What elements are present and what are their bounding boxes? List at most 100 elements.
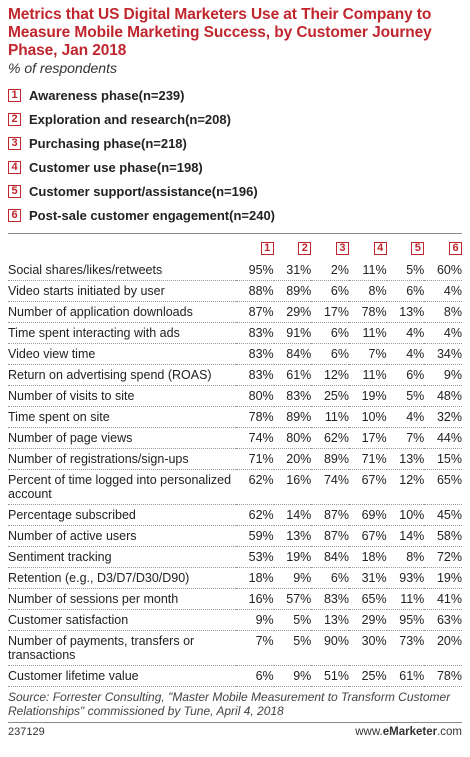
legend-sample-size: (n=218) (140, 135, 187, 151)
brand-logo: www.eMarketer.com (355, 726, 462, 738)
table-cell-value: 65% (348, 588, 387, 610)
legend-label: Exploration and research (29, 111, 186, 127)
table-cell-value: 6% (311, 567, 349, 589)
table-cell-value: 90% (311, 630, 349, 666)
row-label: Retention (e.g., D3/D7/D30/D90) (8, 567, 236, 589)
table-row: Time spent on site 78% 89% 11% 10% 4% 32% (8, 406, 462, 428)
table-cell-value: 51% (311, 665, 349, 687)
legend-item: 3 Purchasing phase (n=218) (8, 131, 462, 155)
table-cell-value: 13% (273, 525, 312, 547)
table-cell-value: 62% (311, 427, 349, 449)
column-header: 5 (387, 234, 425, 260)
legend-number-badge: 4 (8, 160, 21, 174)
table-cell-value: 87% (311, 504, 349, 526)
table-cell-value: 4% (424, 322, 462, 344)
table-cell-value: 34% (424, 343, 462, 365)
table-cell-value: 80% (273, 427, 312, 449)
table-cell-value: 19% (273, 546, 312, 568)
row-label: Number of active users (8, 525, 236, 547)
column-header: 4 (349, 234, 387, 260)
table-cell-value: 67% (348, 525, 387, 547)
table-cell-value: 60% (424, 260, 462, 281)
table-cell-value: 57% (273, 588, 312, 610)
legend-number-badge: 1 (8, 88, 21, 102)
table-cell-value: 7% (348, 343, 387, 365)
table-cell-value: 73% (386, 630, 425, 666)
table-cell-value: 95% (236, 260, 274, 281)
table-cell-value: 61% (273, 364, 312, 386)
chart-title: Metrics that US Digital Marketers Use at… (8, 6, 432, 59)
brand-prefix: www. (355, 726, 383, 738)
table-cell-value: 4% (386, 343, 425, 365)
row-label: Customer satisfaction (8, 609, 236, 631)
row-label: Return on advertising spend (ROAS) (8, 364, 236, 386)
table-cell-value: 59% (236, 525, 274, 547)
table-cell-value: 48% (424, 385, 462, 407)
table-cell-value: 20% (273, 448, 312, 470)
table-cell-value: 74% (236, 427, 274, 449)
table-cell-value: 62% (236, 469, 274, 505)
column-header: 2 (274, 234, 312, 260)
table-row: Number of visits to site 80% 83% 25% 19% 5% 48… (8, 385, 462, 407)
table-cell-value: 83% (236, 343, 274, 365)
table-cell-value: 71% (348, 448, 387, 470)
table-cell-value: 95% (386, 609, 425, 631)
table-cell-value: 6% (386, 280, 425, 302)
table-cell-value: 84% (273, 343, 312, 365)
table-cell-value: 12% (311, 364, 349, 386)
table-header-blank (8, 234, 236, 260)
legend-item: 6 Post-sale customer engagement (n=240) (8, 203, 462, 227)
table-cell-value: 6% (311, 280, 349, 302)
table-cell-value: 2% (311, 260, 349, 281)
table-cell-value: 63% (424, 609, 462, 631)
legend-sample-size: (n=239) (138, 87, 185, 103)
row-label: Sentiment tracking (8, 546, 236, 568)
table-cell-value: 4% (386, 322, 425, 344)
legend-label: Awareness phase (29, 87, 139, 103)
legend-number-badge: 2 (8, 112, 21, 126)
table-row: Percent of time logged into personalized… (8, 469, 462, 505)
row-label: Time spent on site (8, 406, 236, 428)
table-cell-value: 25% (348, 665, 387, 687)
table-cell-value: 25% (311, 385, 349, 407)
table-row: Sentiment tracking 53% 19% 84% 18% 8% 72% (8, 546, 462, 568)
table-cell-value: 15% (424, 448, 462, 470)
legend-sample-size: (n=196) (211, 183, 258, 199)
table-cell-value: 7% (236, 630, 274, 666)
table-cell-value: 41% (424, 588, 462, 610)
row-label: Number of sessions per month (8, 588, 236, 610)
legend-sample-size: (n=198) (156, 159, 203, 175)
legend-sample-size: (n=208) (185, 111, 231, 127)
legend-item: 4 Customer use phase (n=198) (8, 155, 462, 179)
table-cell-value: 5% (386, 385, 425, 407)
table-row: Number of active users 59% 13% 87% 67% 14% 58% (8, 525, 462, 547)
table-cell-value: 62% (236, 504, 274, 526)
table-row: Time spent interacting with ads 83% 91% 6% 1… (8, 322, 462, 344)
table-cell-value: 31% (273, 260, 312, 281)
table-cell-value: 13% (311, 609, 349, 631)
table-cell-value: 17% (348, 427, 387, 449)
table-row: Retention (e.g., D3/D7/D30/D90) 18% 9% 6% 31… (8, 567, 462, 589)
table-cell-value: 10% (348, 406, 387, 428)
chart-id: 237129 (8, 726, 45, 738)
table-cell-value: 16% (236, 588, 274, 610)
row-label: Percentage subscribed (8, 504, 236, 526)
table-cell-value: 6% (311, 343, 349, 365)
table-row: Customer lifetime value 6% 9% 51% 25% 61% 78% (8, 665, 462, 687)
row-label: Customer lifetime value (8, 665, 236, 687)
table-cell-value: 10% (386, 504, 425, 526)
table-cell-value: 69% (348, 504, 387, 526)
legend-item: 5 Customer support/assistance (n=196) (8, 179, 462, 203)
table-cell-value: 5% (386, 260, 425, 281)
table-cell-value: 29% (273, 301, 312, 323)
table-cell-value: 11% (348, 260, 387, 281)
table-cell-value: 87% (311, 525, 349, 547)
table-cell-value: 80% (236, 385, 274, 407)
table-cell-value: 9% (273, 567, 312, 589)
column-number-badge: 1 (260, 242, 274, 255)
table-cell-value: 14% (386, 525, 425, 547)
table-cell-value: 9% (273, 665, 312, 687)
chart-subtitle: % of respondents (8, 60, 117, 76)
